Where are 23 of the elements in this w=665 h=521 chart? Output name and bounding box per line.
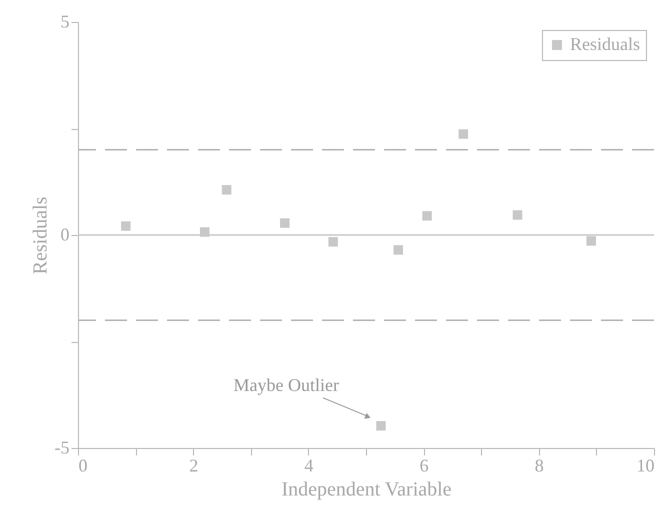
annotation: Maybe Outlier xyxy=(234,374,339,395)
point xyxy=(394,245,403,255)
x-tick-label: 8 xyxy=(534,456,544,476)
legend-label: Residuals xyxy=(570,34,640,54)
y-tick-label: 0 xyxy=(60,224,70,244)
x-tick-label: 0 xyxy=(78,456,88,476)
point xyxy=(586,236,596,246)
x-tick-label: 6 xyxy=(420,456,429,476)
point xyxy=(512,210,522,220)
x-tick-label: 2 xyxy=(189,456,198,476)
point xyxy=(422,211,432,221)
x-tick-label: 10 xyxy=(636,456,654,476)
y-tick-label: -5 xyxy=(54,438,70,458)
point xyxy=(458,129,468,139)
y-tick-label: 5 xyxy=(60,12,70,32)
x-tick-label: 4 xyxy=(304,456,314,476)
point xyxy=(222,185,232,195)
y-axis-title: Residuals xyxy=(30,196,52,274)
point xyxy=(376,421,386,431)
point xyxy=(280,218,290,228)
point xyxy=(328,237,338,247)
point xyxy=(121,221,131,231)
x-axis-title: Independent Variable xyxy=(281,478,452,500)
